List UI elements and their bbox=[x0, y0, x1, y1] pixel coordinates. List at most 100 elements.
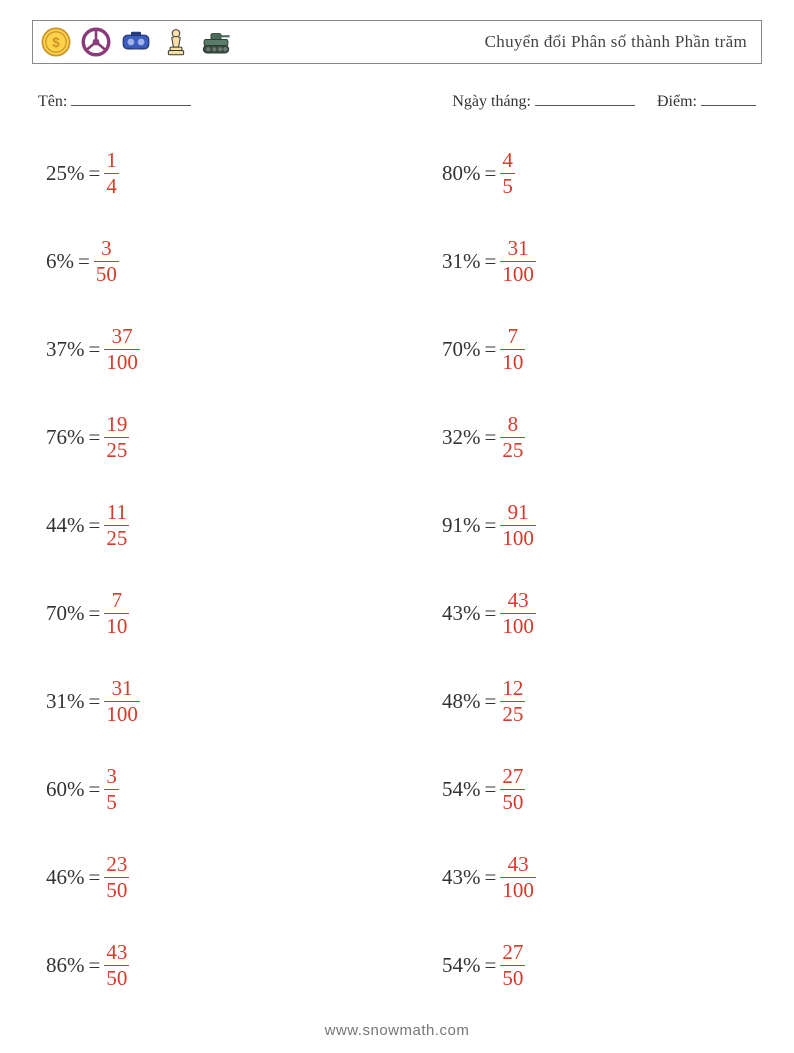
problem-item: 80% = 45 bbox=[404, 145, 762, 201]
fraction-denominator: 25 bbox=[104, 527, 129, 549]
fraction: 91100 bbox=[500, 501, 536, 548]
fraction: 350 bbox=[94, 237, 119, 284]
fraction-denominator: 50 bbox=[500, 967, 525, 989]
name-field: Tên: bbox=[38, 90, 191, 111]
problem-item: 54% = 2750 bbox=[404, 937, 762, 993]
fraction: 4350 bbox=[104, 941, 129, 988]
fraction-denominator: 4 bbox=[104, 175, 119, 197]
fraction-denominator: 10 bbox=[104, 615, 129, 637]
fraction-denominator: 50 bbox=[104, 879, 129, 901]
fraction-numerator: 23 bbox=[104, 853, 129, 875]
equals-sign: = bbox=[485, 337, 497, 362]
info-row: Tên: Ngày tháng: Điểm: bbox=[32, 90, 762, 111]
problem-item: 44% = 1125 bbox=[46, 497, 404, 553]
coin-icon: $ bbox=[39, 25, 73, 59]
fraction-numerator: 3 bbox=[99, 237, 114, 259]
fraction-denominator: 100 bbox=[500, 615, 536, 637]
percent-value: 80% bbox=[442, 161, 481, 186]
equals-sign: = bbox=[89, 601, 101, 626]
problem-item: 70% = 710 bbox=[404, 321, 762, 377]
problem-item: 43% = 43100 bbox=[404, 849, 762, 905]
equals-sign: = bbox=[485, 689, 497, 714]
fraction-numerator: 12 bbox=[500, 677, 525, 699]
problem-item: 86% = 4350 bbox=[46, 937, 404, 993]
date-field: Ngày tháng: bbox=[452, 90, 635, 111]
fraction: 31100 bbox=[104, 677, 140, 724]
percent-value: 86% bbox=[46, 953, 85, 978]
fraction-denominator: 50 bbox=[94, 263, 119, 285]
problem-item: 37% = 37100 bbox=[46, 321, 404, 377]
percent-value: 44% bbox=[46, 513, 85, 538]
percent-value: 48% bbox=[442, 689, 481, 714]
fraction: 14 bbox=[104, 149, 119, 196]
percent-value: 54% bbox=[442, 777, 481, 802]
equals-sign: = bbox=[485, 425, 497, 450]
fraction-numerator: 43 bbox=[506, 853, 531, 875]
equals-sign: = bbox=[89, 865, 101, 890]
equals-sign: = bbox=[89, 337, 101, 362]
fraction-numerator: 31 bbox=[110, 677, 135, 699]
fraction: 43100 bbox=[500, 589, 536, 636]
fraction: 2750 bbox=[500, 765, 525, 812]
problem-item: 25% = 14 bbox=[46, 145, 404, 201]
fraction-numerator: 11 bbox=[105, 501, 129, 523]
percent-value: 91% bbox=[442, 513, 481, 538]
equals-sign: = bbox=[485, 601, 497, 626]
fraction: 43100 bbox=[500, 853, 536, 900]
fraction-denominator: 25 bbox=[104, 439, 129, 461]
fraction-numerator: 8 bbox=[506, 413, 521, 435]
name-label: Tên: bbox=[38, 93, 67, 110]
steering-wheel-icon bbox=[79, 25, 113, 59]
fraction-denominator: 50 bbox=[500, 791, 525, 813]
chess-pawn-icon bbox=[159, 25, 193, 59]
fraction-denominator: 5 bbox=[104, 791, 119, 813]
percent-value: 76% bbox=[46, 425, 85, 450]
tank-icon bbox=[199, 25, 233, 59]
percent-value: 31% bbox=[46, 689, 85, 714]
equals-sign: = bbox=[89, 425, 101, 450]
percent-value: 25% bbox=[46, 161, 85, 186]
problem-item: 46% = 2350 bbox=[46, 849, 404, 905]
fraction: 31100 bbox=[500, 237, 536, 284]
fraction-numerator: 37 bbox=[110, 325, 135, 347]
equals-sign: = bbox=[485, 249, 497, 274]
percent-value: 43% bbox=[442, 865, 481, 890]
worksheet-title: Chuyển đổi Phân số thành Phần trăm bbox=[485, 32, 747, 52]
fraction-numerator: 27 bbox=[500, 941, 525, 963]
fraction-numerator: 31 bbox=[506, 237, 531, 259]
percent-value: 32% bbox=[442, 425, 481, 450]
fraction: 710 bbox=[500, 325, 525, 372]
problem-item: 60% = 35 bbox=[46, 761, 404, 817]
fraction: 1125 bbox=[104, 501, 129, 548]
fraction: 37100 bbox=[104, 325, 140, 372]
percent-value: 43% bbox=[442, 601, 481, 626]
percent-value: 54% bbox=[442, 953, 481, 978]
fraction-numerator: 27 bbox=[500, 765, 525, 787]
equals-sign: = bbox=[485, 953, 497, 978]
problem-item: 43% = 43100 bbox=[404, 585, 762, 641]
equals-sign: = bbox=[89, 161, 101, 186]
fraction-numerator: 7 bbox=[506, 325, 521, 347]
worksheet-header: $ bbox=[32, 20, 762, 64]
fraction-denominator: 5 bbox=[500, 175, 515, 197]
fraction: 35 bbox=[104, 765, 119, 812]
problem-item: 54% = 2750 bbox=[404, 761, 762, 817]
fraction-denominator: 100 bbox=[500, 527, 536, 549]
percent-value: 6% bbox=[46, 249, 74, 274]
fraction: 2750 bbox=[500, 941, 525, 988]
fraction: 2350 bbox=[104, 853, 129, 900]
fraction: 825 bbox=[500, 413, 525, 460]
problem-item: 76% = 19 25 bbox=[46, 409, 404, 465]
fraction-numerator: 19 bbox=[104, 413, 129, 435]
fraction-numerator: 7 bbox=[110, 589, 125, 611]
fraction-denominator: 25 bbox=[500, 439, 525, 461]
score-label: Điểm: bbox=[657, 93, 697, 110]
fraction-numerator: 3 bbox=[104, 765, 119, 787]
problem-item: 32% = 825 bbox=[404, 409, 762, 465]
equals-sign: = bbox=[89, 513, 101, 538]
problem-item: 48% = 1225 bbox=[404, 673, 762, 729]
percent-value: 37% bbox=[46, 337, 85, 362]
problem-item: 70% = 710 bbox=[46, 585, 404, 641]
problem-item: 91% = 91100 bbox=[404, 497, 762, 553]
equals-sign: = bbox=[485, 777, 497, 802]
